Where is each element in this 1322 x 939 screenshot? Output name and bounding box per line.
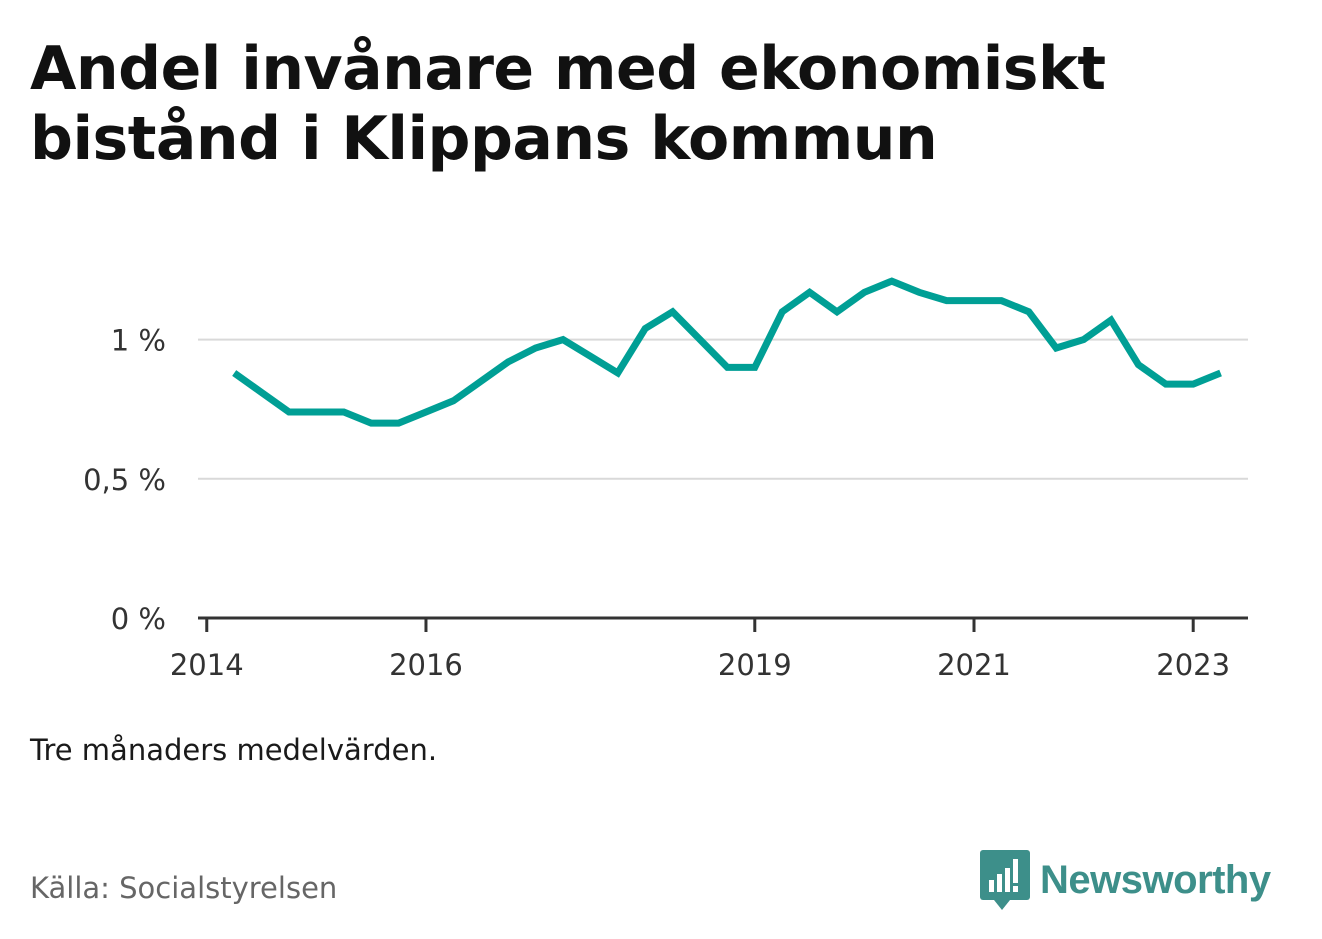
source-credit: Källa: Socialstyrelsen xyxy=(30,871,338,905)
data-line xyxy=(232,277,1222,427)
chart-note: Tre månaders medelvärden. xyxy=(30,733,438,767)
y-tick-label: 0 % xyxy=(111,602,166,636)
x-tick-label: 2021 xyxy=(937,648,1011,682)
newsworthy-logo[interactable]: Newsworthy xyxy=(980,850,1271,910)
y-tick-label: 1 % xyxy=(111,324,166,358)
y-tick-label: 0,5 % xyxy=(83,463,166,497)
line-chart: 0 % 0,5 % 1 % 2014 2016 2019 2021 2023 xyxy=(83,277,1248,682)
x-tick-label: 2016 xyxy=(389,648,463,682)
newsworthy-logo-icon xyxy=(980,850,1030,910)
chart-title: Andel invånare med ekonomiskt bistånd i … xyxy=(30,34,1106,174)
x-tick-label: 2014 xyxy=(170,648,244,682)
x-tick-label: 2019 xyxy=(718,648,792,682)
brand-name: Newsworthy xyxy=(1040,857,1271,902)
x-tick-label: 2023 xyxy=(1156,648,1230,682)
